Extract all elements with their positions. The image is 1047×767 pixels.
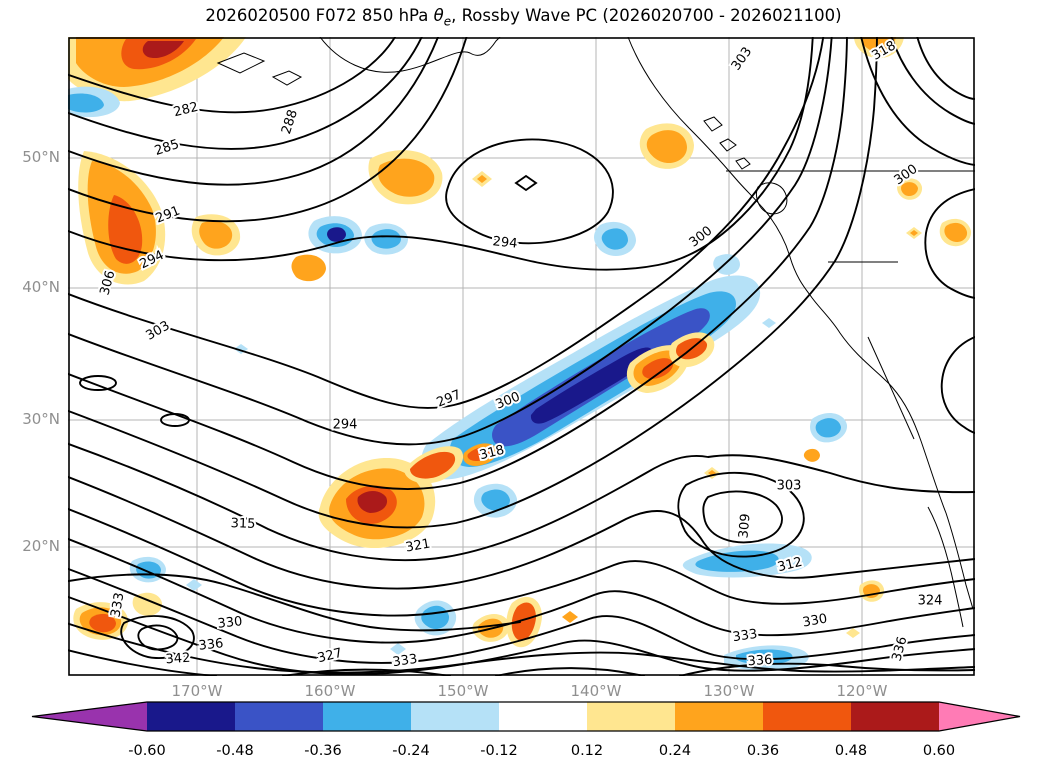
- contour-label: 303: [777, 479, 802, 494]
- shading-layer: [68, 37, 972, 671]
- colorbar-tick-label: -0.36: [304, 743, 342, 759]
- figure-title: 2026020500 F072 850 hPa θe, Rossby Wave …: [0, 6, 1047, 28]
- colorbar-segment: [851, 702, 939, 731]
- contour-label: 330: [801, 611, 828, 630]
- colorbar-tick-label: -0.24: [392, 743, 430, 759]
- lat-tick-label: 30°N: [22, 410, 60, 428]
- colorbar-tick-label: -0.12: [480, 743, 518, 759]
- colorbar-segment: [235, 702, 323, 731]
- colorbar-tick-label: 0.36: [747, 743, 779, 759]
- colorbar-segment: [587, 702, 675, 731]
- title-suffix: , Rossby Wave PC (2026020700 - 202602110…: [451, 6, 842, 25]
- contour-label: 294: [492, 234, 518, 252]
- contour-label: 321: [404, 536, 431, 555]
- colorbar-tick-label: -0.60: [128, 743, 166, 759]
- contour-label: 309: [736, 513, 753, 539]
- plot-frame: [68, 37, 975, 676]
- contour-label: 324: [918, 594, 943, 609]
- colorbar-tick-label: -0.48: [216, 743, 254, 759]
- contour-label: 333: [732, 627, 759, 645]
- colorbar-segment: [411, 702, 499, 731]
- colorbar-segment: [323, 702, 411, 731]
- lat-tick-label: 50°N: [22, 148, 60, 166]
- contour-label: 327: [316, 646, 344, 667]
- contour-label: 333: [108, 591, 127, 618]
- colorbar-segment: [499, 702, 587, 731]
- colorbar-segment: [147, 702, 235, 731]
- contour-label: 336: [890, 635, 911, 663]
- lat-tick-label: 20°N: [22, 537, 60, 555]
- contour-label: 282: [172, 100, 200, 121]
- lon-tick-label: 170°W: [171, 682, 223, 700]
- lon-tick-label: 160°W: [304, 682, 356, 700]
- lon-tick-label: 140°W: [570, 682, 622, 700]
- colorbar-tick-label: 0.12: [571, 743, 603, 759]
- title-theta-symbol: θ: [433, 6, 444, 25]
- colorbar-segment: [675, 702, 763, 731]
- colorbar-segment: [763, 702, 851, 731]
- title-prefix: 2026020500 F072 850 hPa: [205, 6, 434, 25]
- colorbar-tick-label: 0.48: [835, 743, 867, 759]
- colorbar-left-arrow: [32, 702, 147, 731]
- lat-tick-label: 40°N: [22, 278, 60, 296]
- colorbar: -0.60 -0.48 -0.36 -0.24 -0.12 0.12 0.24 0.36 0.4…: [31, 701, 1021, 759]
- contour-label: 336: [747, 653, 773, 670]
- colorbar-outline: [31, 701, 1021, 732]
- contour-label: 297: [435, 387, 464, 410]
- contour-label: 303: [729, 45, 756, 74]
- colorbar-right-arrow: [939, 702, 1020, 731]
- contour-label: 315: [230, 516, 255, 532]
- contour-label: 336: [198, 636, 224, 654]
- contour-label: 294: [333, 418, 358, 433]
- lon-tick-label: 150°W: [437, 682, 489, 700]
- colorbar-tick-label: 0.60: [923, 743, 955, 759]
- colorbar-tick-label: 0.24: [659, 743, 691, 759]
- contour-label: 288: [279, 108, 301, 136]
- lon-tick-label: 120°W: [836, 682, 888, 700]
- contour-layer: [68, 37, 975, 676]
- contour-label: 300: [687, 223, 716, 250]
- contour-label: 330: [217, 614, 243, 632]
- contour-label: 333: [392, 652, 419, 670]
- title-theta-subscript: e: [443, 14, 452, 29]
- contour-label: 342: [165, 651, 191, 668]
- lon-tick-label: 130°W: [703, 682, 755, 700]
- map-plot: 282 285 288 291 294 306 303 294 300 300 303 318 297 3…: [68, 37, 975, 676]
